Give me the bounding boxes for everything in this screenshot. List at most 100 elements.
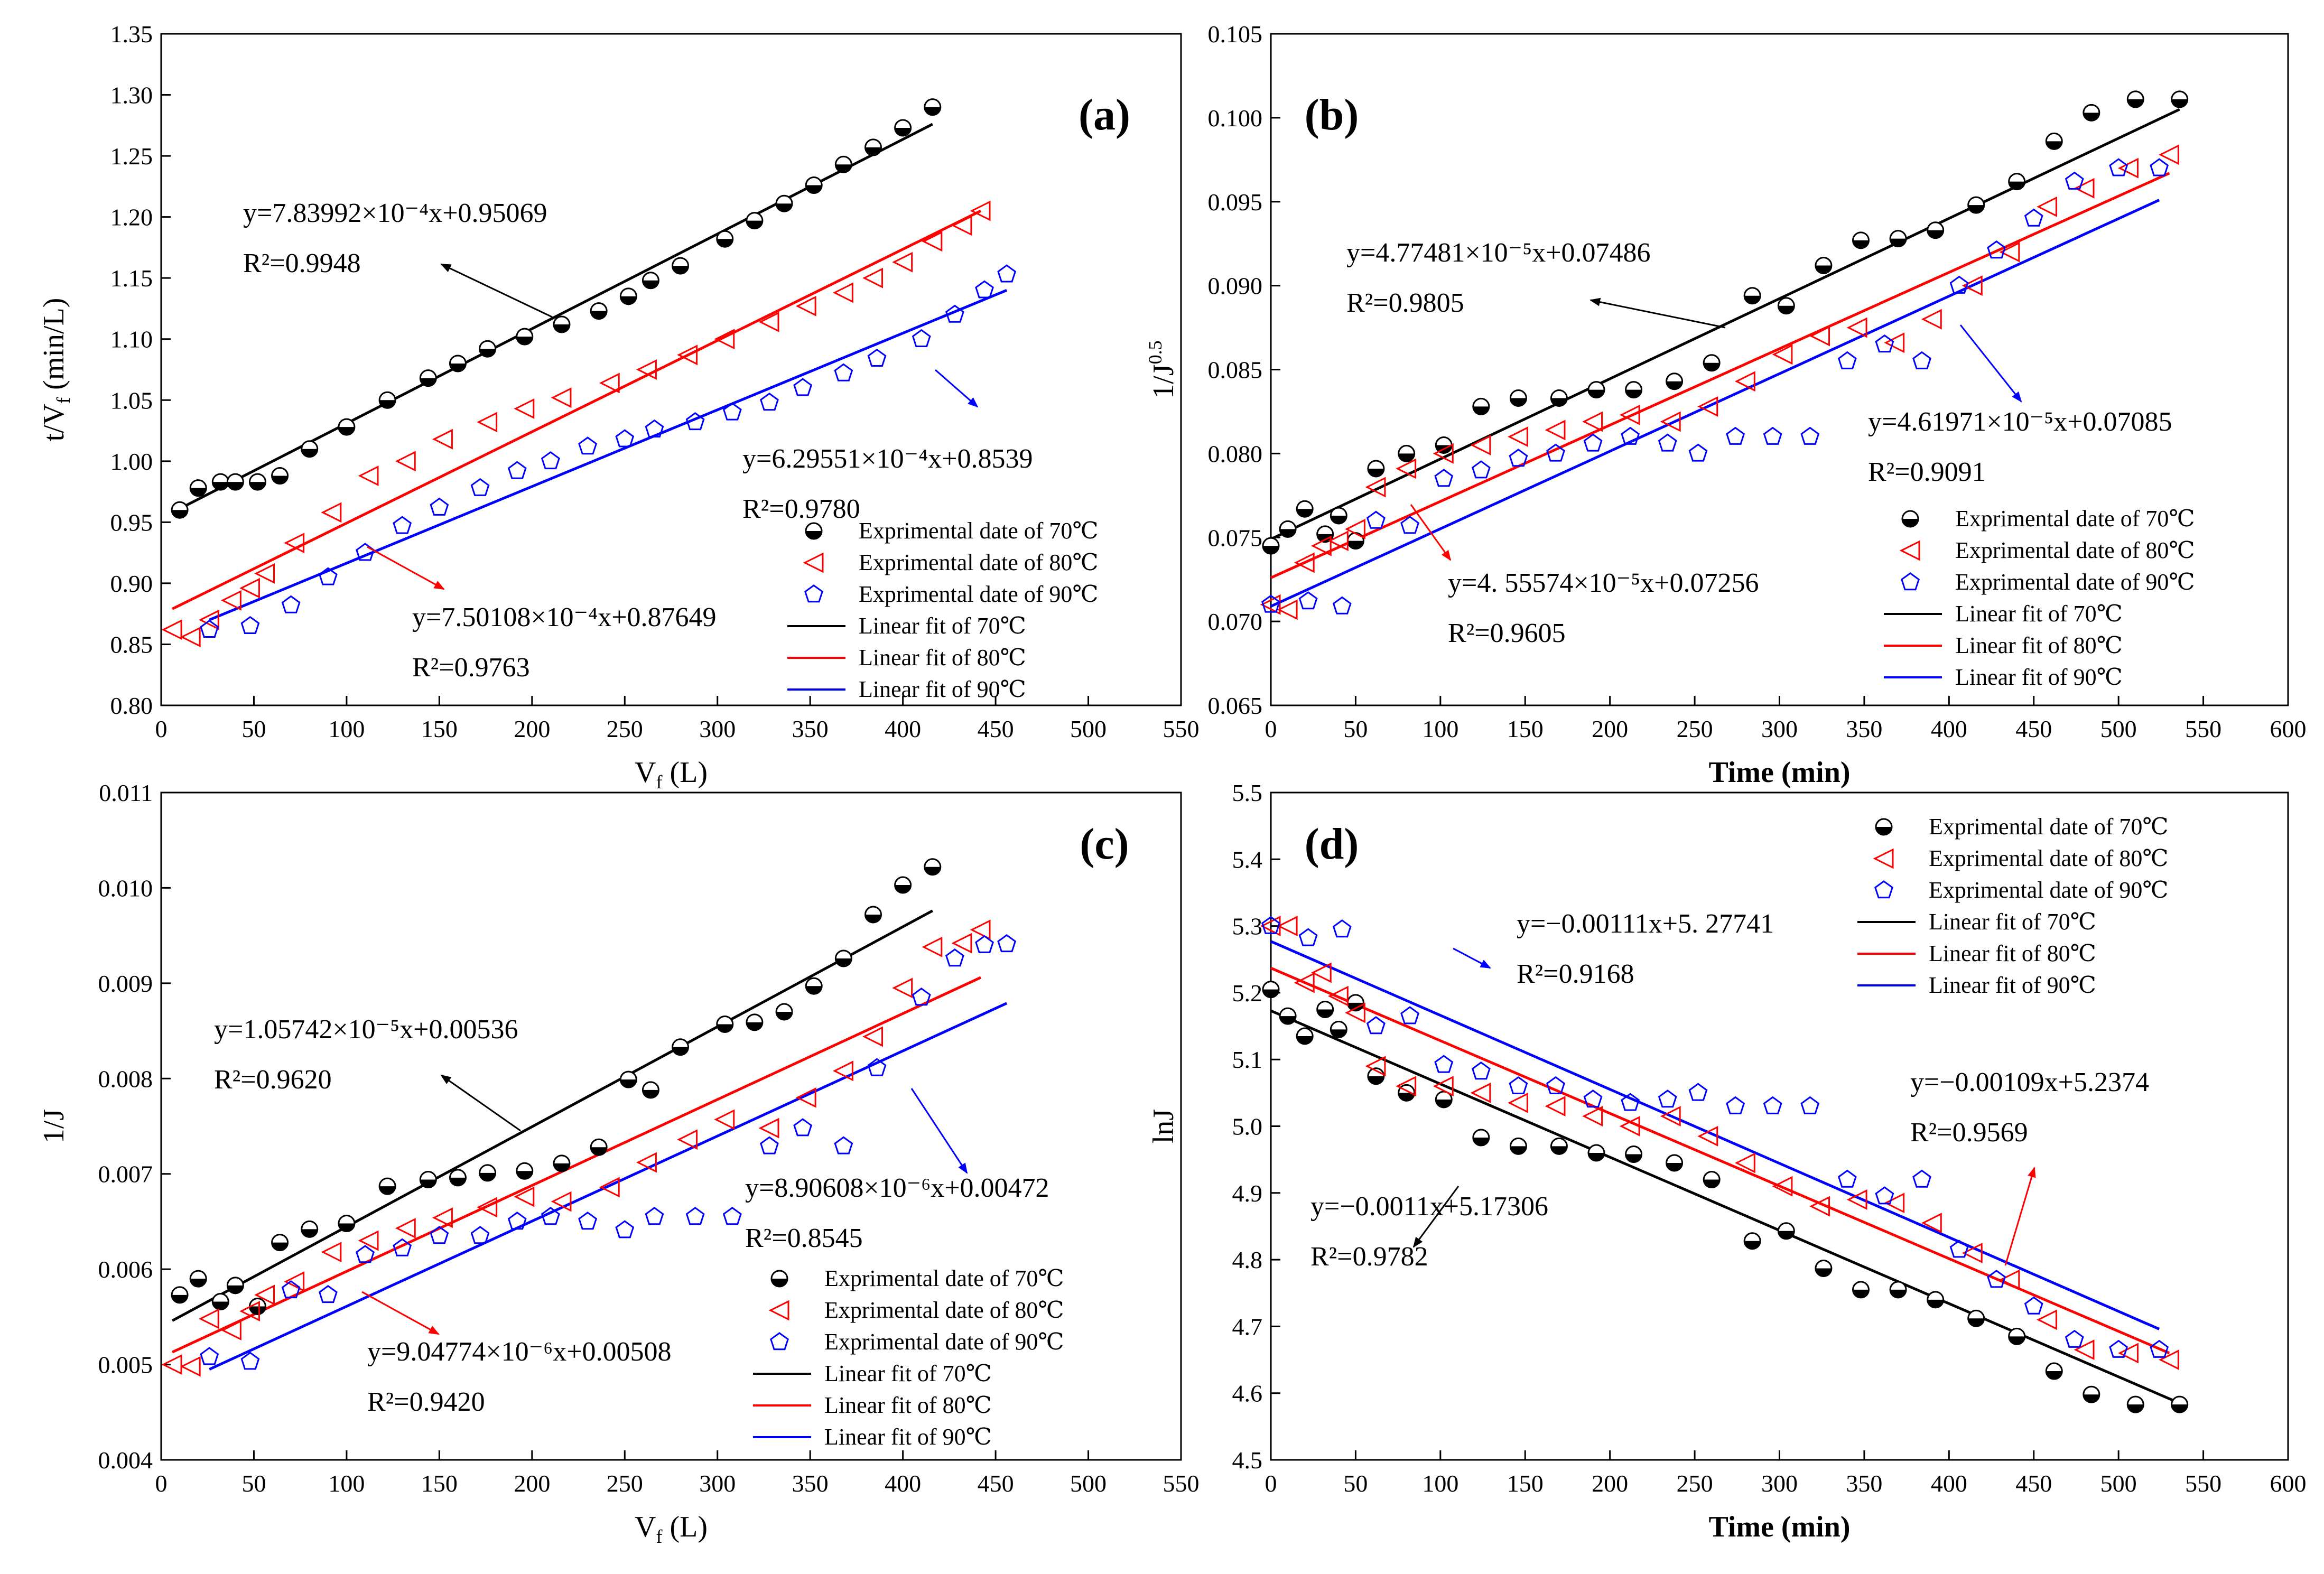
data-point bbox=[1658, 1089, 1677, 1108]
x-tick-label: 300 bbox=[1761, 715, 1798, 742]
y-tick-label: 0.070 bbox=[1208, 608, 1263, 635]
data-point-fill bbox=[553, 1163, 570, 1171]
data-point-fill bbox=[1625, 1154, 1642, 1162]
y-tick-label: 5.3 bbox=[1232, 913, 1263, 940]
x-tick-label: 200 bbox=[514, 715, 550, 742]
data-point bbox=[945, 948, 964, 967]
data-point-fill bbox=[1588, 1153, 1604, 1161]
data-point bbox=[1396, 1076, 1417, 1097]
x-tick-label: 250 bbox=[1677, 1470, 1713, 1497]
data-point bbox=[1999, 241, 2020, 263]
data-point bbox=[1294, 972, 1315, 993]
fit-line bbox=[171, 909, 933, 1322]
y-tick-label: 1.35 bbox=[110, 21, 153, 48]
data-point bbox=[1583, 433, 1603, 452]
fit-line bbox=[209, 1002, 1008, 1371]
x-tick-label: 50 bbox=[241, 1470, 266, 1497]
data-point bbox=[975, 935, 994, 953]
x-tick-label: 250 bbox=[607, 1470, 643, 1497]
data-point bbox=[1345, 1002, 1365, 1023]
x-tick-label: 100 bbox=[1422, 1470, 1458, 1497]
data-point bbox=[2159, 144, 2179, 165]
series-triangle bbox=[161, 200, 991, 648]
data-point-fill bbox=[1744, 295, 1761, 304]
data-point bbox=[760, 393, 779, 411]
data-point bbox=[281, 595, 301, 613]
legend-label: Linear fit of 80℃ bbox=[1929, 940, 2096, 966]
fit-line bbox=[1270, 940, 2160, 1330]
data-point bbox=[254, 1284, 275, 1306]
data-point bbox=[1846, 317, 1867, 338]
data-point bbox=[1921, 1213, 1942, 1234]
data-point-fill bbox=[2083, 113, 2099, 121]
y-tick-label: 5.5 bbox=[1232, 779, 1263, 806]
data-point bbox=[1987, 240, 2006, 259]
y-tick-label: 4.6 bbox=[1232, 1380, 1263, 1407]
data-point bbox=[1277, 916, 1298, 937]
data-point bbox=[430, 497, 449, 516]
x-tick-label: 350 bbox=[1846, 715, 1882, 742]
data-point-fill bbox=[2009, 181, 2025, 190]
series-pentagon bbox=[200, 934, 1017, 1370]
data-point-fill bbox=[1510, 1146, 1527, 1154]
legend-marker-fill bbox=[1902, 519, 1918, 527]
data-point-fill bbox=[172, 510, 188, 518]
data-point-fill bbox=[1744, 1241, 1761, 1249]
data-point bbox=[1726, 1096, 1745, 1114]
legend-label: Exprimental date of 80℃ bbox=[824, 1297, 1064, 1323]
x-tick-label: 200 bbox=[1592, 715, 1628, 742]
data-point-fill bbox=[835, 164, 852, 173]
panel-a: 0 50 100 150 200 250 300 350 400 450 500 550 0.80 0.8… bbox=[38, 21, 1200, 793]
x-axis-label: Vf (L) bbox=[635, 1511, 708, 1547]
annotation-arrow bbox=[1589, 297, 1726, 329]
data-point bbox=[892, 977, 913, 999]
x-tick-label: 300 bbox=[1761, 1470, 1798, 1497]
legend-label: Exprimental date of 80℃ bbox=[1955, 537, 2195, 563]
data-point bbox=[912, 988, 931, 1006]
fit-line bbox=[1270, 966, 2170, 1355]
data-point bbox=[1800, 426, 1820, 445]
data-point bbox=[358, 1230, 379, 1251]
series-half bbox=[171, 98, 942, 519]
legend-label: Linear fit of 70℃ bbox=[824, 1361, 992, 1386]
y-tick-label: 0.80 bbox=[110, 692, 153, 719]
legend-label: Linear fit of 80℃ bbox=[1955, 632, 2123, 658]
y-tick-label: 0.005 bbox=[98, 1352, 153, 1379]
data-point bbox=[551, 1191, 572, 1212]
data-point-fill bbox=[1280, 1016, 1296, 1025]
legend-label: Exprimental date of 70℃ bbox=[824, 1265, 1064, 1291]
x-tick-label: 250 bbox=[607, 715, 643, 742]
x-tick-label: 150 bbox=[421, 715, 458, 742]
legend-marker bbox=[1899, 540, 1920, 561]
y-tick-label: 5.0 bbox=[1232, 1113, 1263, 1140]
data-point bbox=[2150, 158, 2169, 176]
x-tick-label: 350 bbox=[1846, 1470, 1882, 1497]
y-tick-label: 0.008 bbox=[98, 1065, 153, 1092]
data-point-fill bbox=[2009, 1336, 2025, 1345]
x-tick-label: 550 bbox=[1163, 1470, 1200, 1497]
data-point bbox=[1921, 309, 1942, 330]
legend-label: Linear fit of 90℃ bbox=[1955, 664, 2123, 690]
data-point bbox=[2024, 208, 2043, 227]
data-point-fill bbox=[591, 311, 607, 319]
data-point bbox=[318, 567, 338, 585]
legend-marker bbox=[770, 1332, 789, 1351]
data-point bbox=[1261, 594, 1280, 613]
data-point bbox=[1582, 1106, 1603, 1126]
data-point-fill bbox=[717, 239, 733, 247]
data-point bbox=[198, 1308, 219, 1329]
data-point-fill bbox=[1263, 546, 1279, 554]
data-point bbox=[1508, 426, 1528, 448]
data-point-fill bbox=[1510, 398, 1527, 406]
y-tick-label: 4.8 bbox=[1232, 1246, 1263, 1273]
data-point bbox=[1327, 985, 1349, 1007]
data-point-fill bbox=[895, 885, 911, 893]
fit-r2: R²=0.9780 bbox=[742, 494, 860, 524]
data-point-fill bbox=[924, 107, 941, 115]
data-point bbox=[758, 311, 779, 332]
legend-label: Linear fit of 70℃ bbox=[1955, 601, 2123, 627]
data-point-fill bbox=[249, 1306, 266, 1315]
fit-r2: R²=0.9168 bbox=[1517, 959, 1634, 989]
x-tick-label: 300 bbox=[699, 715, 736, 742]
data-point-fill bbox=[516, 337, 533, 345]
